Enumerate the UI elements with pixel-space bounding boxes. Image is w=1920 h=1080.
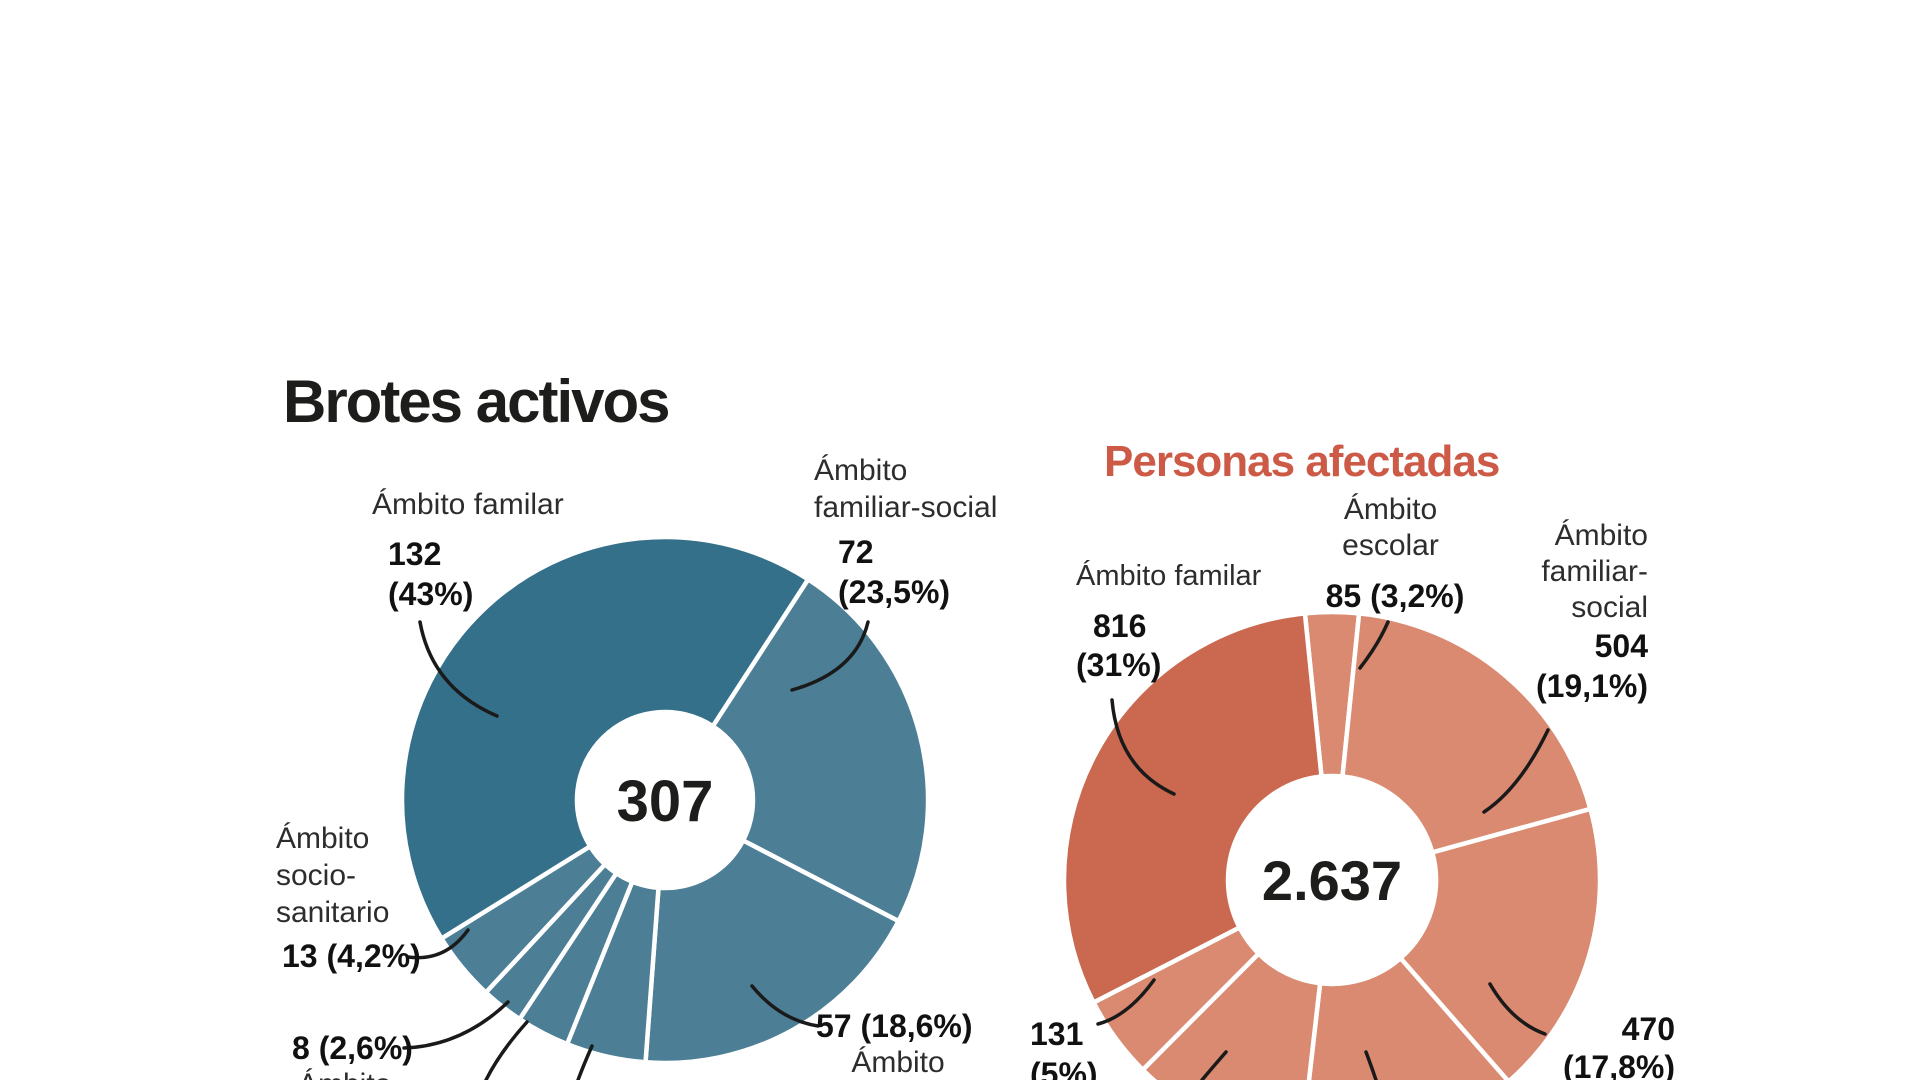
donut-slice — [643, 837, 902, 1066]
donut-slice — [399, 534, 812, 942]
value-132: 132 (43%) — [388, 534, 473, 614]
donut-slice — [438, 843, 609, 996]
leader-line-cut-d — [1364, 1050, 1378, 1080]
leader-line-470 — [1488, 982, 1547, 1036]
leader-line-13 — [406, 928, 470, 960]
label-socio-line3: sanitario — [276, 896, 390, 929]
value-57: 57 (18,6%) — [816, 1008, 973, 1044]
donut-slice — [709, 576, 931, 925]
value-8: 8 (2,6%) — [292, 1030, 413, 1066]
label-familiar-social-right-line1: Ámbito — [1554, 519, 1648, 552]
value-131: 131 (5%) — [1030, 1014, 1098, 1080]
label-familiar-social-left-line2: familiar-social — [814, 491, 998, 524]
value-816-pct: (31%) — [1076, 647, 1162, 683]
label-familiar-social-right-line3: social — [1571, 591, 1648, 624]
donut-slice — [1061, 610, 1324, 1006]
leader-line-132 — [418, 620, 499, 718]
value-470-number: 470 — [1621, 1011, 1675, 1047]
label-ambito-familar-left: Ámbito familar — [372, 488, 564, 521]
value-131-pct: (5%) — [1030, 1056, 1098, 1080]
left-donut-center-total: 307 — [616, 769, 714, 834]
label-familiar-social-right: Ámbito familiar- social 504 (19,1%) — [1448, 518, 1648, 706]
label-socio-line2: socio- — [276, 859, 357, 892]
donut-brotes-activos — [399, 534, 931, 1066]
label-familiar-social-right-line2: familiar- — [1541, 555, 1648, 588]
label-8-sub-clipped: Ámbito — [298, 1066, 391, 1080]
label-escolar-line1: Ámbito — [1343, 493, 1438, 526]
label-socio-line1: Ámbito — [276, 822, 370, 855]
leader-line-816 — [1110, 698, 1176, 796]
value-816-number: 816 — [1093, 608, 1147, 644]
leader-line-cut-b — [576, 1044, 594, 1080]
value-131-number: 131 — [1030, 1016, 1084, 1052]
leader-line-57 — [750, 984, 820, 1028]
label-socio-sanitario: Ámbito socio- sanitario — [276, 820, 389, 931]
label-escolar-line2: escolar — [1342, 529, 1439, 562]
value-470: 470 (17,8%) — [1490, 1010, 1675, 1080]
leader-line-cut-c — [1200, 1050, 1228, 1080]
left-chart-title: Brotes activos — [283, 368, 670, 435]
leader-line-cut-a — [484, 1020, 529, 1080]
value-504-number: 504 — [1594, 628, 1648, 664]
value-470-pct: (17,8%) — [1562, 1049, 1675, 1080]
value-504-pct: (19,1%) — [1535, 668, 1648, 704]
value-72-number: 72 — [838, 534, 874, 570]
donut-slice — [1306, 955, 1511, 1080]
label-familiar-social-left: Ámbito familiar-social — [814, 452, 997, 526]
donut-personas-afectadas — [1061, 609, 1603, 1080]
right-donut-center-total: 2.637 — [1261, 849, 1403, 912]
leader-line-131 — [1096, 978, 1156, 1026]
leader-line-72 — [790, 620, 870, 692]
leader-line-504 — [1482, 728, 1550, 814]
value-13: 13 (4,2%) — [282, 938, 421, 974]
label-familiar-social-left-line1: Ámbito — [814, 454, 908, 487]
value-132-pct: (43%) — [388, 576, 474, 612]
value-72-pct: (23,5%) — [838, 574, 951, 610]
value-85: 85 (3,2%) — [1325, 578, 1465, 614]
label-ambito-familar-right: Ámbito familar — [1076, 560, 1262, 592]
leader-line-8 — [402, 1000, 510, 1050]
leader-line-85 — [1358, 620, 1390, 670]
donut-slice — [1139, 950, 1323, 1080]
label-escolar: Ámbito escolar — [1308, 492, 1473, 564]
donut-slice — [1340, 610, 1594, 856]
value-132-number: 132 — [388, 536, 442, 572]
value-72: 72 (23,5%) — [838, 532, 950, 612]
label-57-sub-clipped: Ámbito — [851, 1046, 945, 1079]
right-chart-title: Personas afectadas — [1104, 437, 1500, 486]
